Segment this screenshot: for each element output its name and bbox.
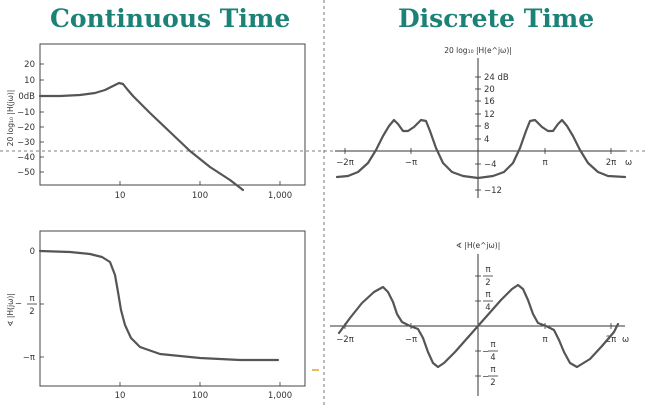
dt-phase-ytick-2-d: 2 <box>490 378 495 388</box>
dt-mag-ytick-m4: −4 <box>484 160 497 170</box>
ct-phase-ytick-0: 0 <box>30 247 35 257</box>
dt-mag-ytick-20: 20 <box>484 85 495 95</box>
dt-phase-ytick-minus-c: − <box>482 347 489 357</box>
dt-mag-yticks: 24 dB 20 16 12 8 4 −4 −12 <box>475 73 509 196</box>
dt-magnitude-plot: 20 log₁₀ |H(e^jω)| 24 dB 20 16 12 8 4 −4… <box>335 46 632 198</box>
dt-mag-ytick-4: 4 <box>484 135 489 145</box>
dt-phase-ytick-4-c: 4 <box>490 353 495 363</box>
ct-mag-xtick-100: 100 <box>192 191 208 201</box>
dt-phase-plot: ∢ |H(e^jω)| π 2 π 4 − π 4 − π 2 <box>330 241 629 396</box>
dt-mag-title: 20 log₁₀ |H(e^jω)| <box>444 46 512 55</box>
ct-mag-yticks: 20 10 0dB −10 −20 −30 −40 −50 <box>17 60 44 178</box>
discrete-time-heading: Discrete Time <box>398 4 595 33</box>
ct-mag-ytick-m30: −30 <box>17 138 35 148</box>
dt-mag-xticks: −2π −π π 2π ω <box>336 148 632 168</box>
ct-mag-ytick-10: 10 <box>24 76 35 86</box>
dt-phase-ytick-2-a: 2 <box>485 278 490 288</box>
ct-mag-xtick-10: 10 <box>115 191 126 201</box>
ct-phase-frame <box>39 230 306 387</box>
ct-phase-ylabel: ∢ |H(jω)| <box>6 293 15 327</box>
dt-mag-ytick-8: 8 <box>484 122 489 132</box>
dt-phase-curve <box>337 283 620 369</box>
dt-phase-xlabel: ω <box>622 335 629 345</box>
ct-mag-ytick-20: 20 <box>24 60 35 70</box>
ct-mag-ytick-m20: −20 <box>17 123 35 133</box>
dt-phase-xtick-2pi: 2π <box>606 335 617 345</box>
dt-phase-ytick-4-b: 4 <box>485 303 490 313</box>
ct-phase-curve <box>38 249 280 362</box>
ct-phase-xtick-1000: 1,000 <box>268 391 292 401</box>
ct-phase-ytick-2: 2 <box>29 307 34 317</box>
dt-phase-ytick-pi-b: π <box>485 290 490 300</box>
ct-mag-ytick-m10: −10 <box>17 108 35 118</box>
dt-mag-ytick-16: 16 <box>484 97 495 107</box>
dt-phase-xtick-m2pi: −2π <box>336 335 354 345</box>
ct-magnitude-plot: 20 log₁₀ |H(jω)| 20 10 0dB −10 −20 −30 −… <box>6 43 306 201</box>
ct-mag-frame <box>39 43 306 186</box>
dt-phase-xtick-mpi: −π <box>405 335 417 345</box>
dt-phase-ytick-pi-c: π <box>490 340 495 350</box>
dt-mag-xtick-pi: π <box>542 158 547 168</box>
dt-mag-curve <box>335 118 627 180</box>
dt-phase-ytick-pi-a: π <box>485 265 490 275</box>
dt-phase-yticks: π 2 π 4 − π 4 − π 2 <box>475 265 498 388</box>
dt-phase-title: ∢ |H(e^jω)| <box>456 241 500 250</box>
dt-mag-xtick-2pi: 2π <box>606 158 617 168</box>
dt-mag-xlabel: ω <box>625 158 632 168</box>
continuous-time-heading: Continuous Time <box>50 4 291 33</box>
ct-phase-xticks: 10 100 1,000 <box>115 382 292 401</box>
ct-phase-plot: ∢ |H(jω)| 0 − π 2 −π 10 100 1,000 <box>6 230 306 401</box>
ct-mag-ytick-m40: −40 <box>17 153 35 163</box>
ct-mag-curve <box>38 81 245 192</box>
ct-phase-ytick-pi: π <box>29 294 34 304</box>
dt-mag-ytick-m12: −12 <box>484 186 502 196</box>
ct-mag-ylabel: 20 log₁₀ |H(jω)| <box>6 90 15 147</box>
dt-mag-ytick-12: 12 <box>484 110 495 120</box>
ct-mag-xticks: 10 100 1,000 <box>115 181 292 201</box>
ct-phase-ytick-minus: − <box>15 299 22 309</box>
dt-mag-xtick-m2pi: −2π <box>336 158 354 168</box>
dt-mag-ytick-24: 24 dB <box>484 73 509 83</box>
dt-mag-xtick-mpi: −π <box>405 158 417 168</box>
ct-phase-xtick-10: 10 <box>115 391 126 401</box>
ct-phase-ytick-mpi: −π <box>23 353 35 363</box>
ct-phase-xtick-100: 100 <box>192 391 208 401</box>
dt-phase-ytick-pi-d: π <box>490 365 495 375</box>
dt-phase-xtick-pi: π <box>542 335 547 345</box>
dt-phase-ytick-minus-d: − <box>482 372 489 382</box>
ct-mag-ytick-0db: 0dB <box>18 92 35 102</box>
ct-mag-xtick-1000: 1,000 <box>268 191 292 201</box>
ct-mag-ytick-m50: −50 <box>17 168 35 178</box>
